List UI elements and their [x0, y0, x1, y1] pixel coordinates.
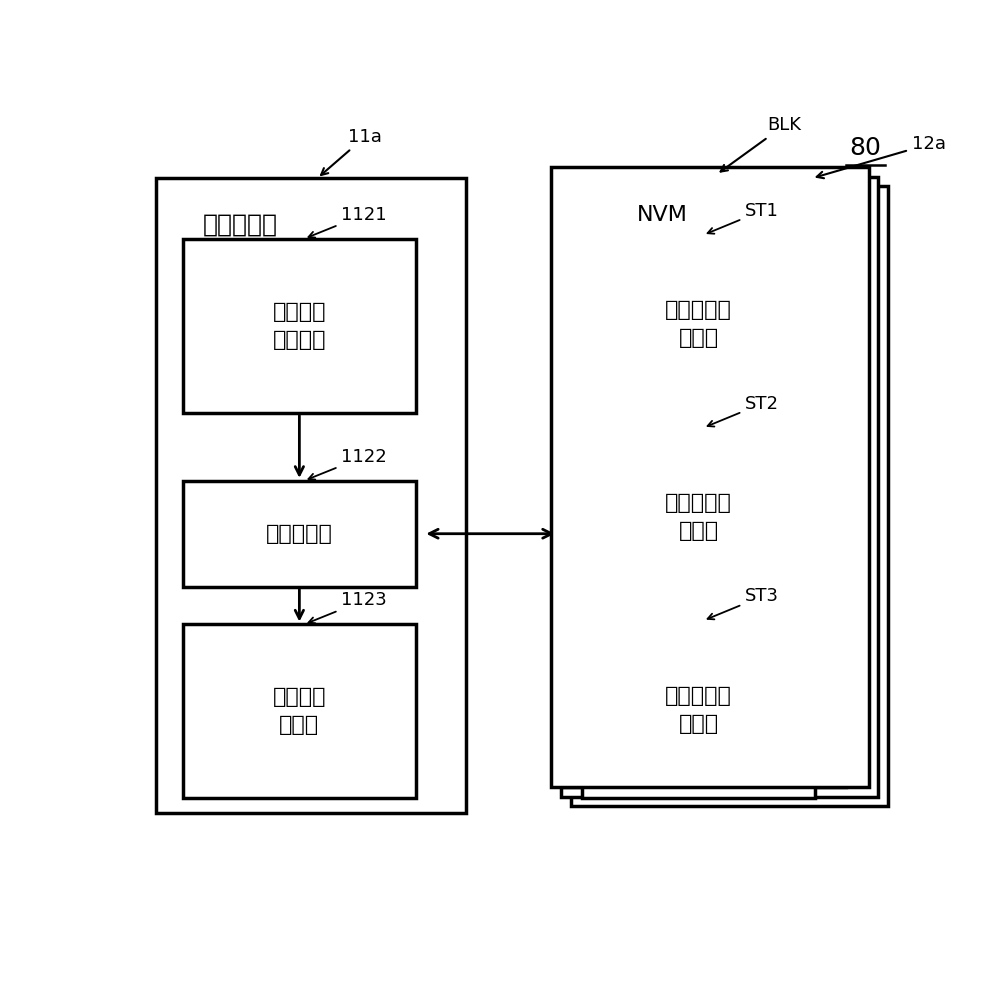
Text: 1123: 1123 — [308, 591, 387, 624]
Text: ST2: ST2 — [708, 395, 779, 426]
Text: 擦除操作
请求单元: 擦除操作 请求单元 — [273, 301, 326, 350]
Bar — [156, 179, 466, 813]
Bar — [582, 235, 815, 412]
Text: 第二存储器
堆叠件: 第二存储器 堆叠件 — [665, 493, 732, 541]
Text: 擦除模式
选择器: 擦除模式 选择器 — [273, 687, 326, 736]
Text: 12a: 12a — [817, 136, 946, 179]
Text: 功耗估计器: 功耗估计器 — [266, 523, 333, 544]
Bar — [582, 428, 815, 606]
Text: BLK: BLK — [721, 117, 801, 172]
Text: 1122: 1122 — [308, 448, 387, 479]
Bar — [561, 177, 878, 796]
Text: 第一存储器
堆叠件: 第一存储器 堆叠件 — [665, 300, 732, 348]
Text: 存储控制器: 存储控制器 — [202, 212, 278, 237]
Bar — [183, 625, 416, 798]
Bar — [551, 167, 869, 787]
Bar — [563, 205, 846, 787]
Text: 1121: 1121 — [308, 205, 387, 238]
Bar — [571, 186, 888, 806]
Text: ST1: ST1 — [708, 202, 779, 234]
Bar — [183, 239, 416, 412]
Text: 11a: 11a — [321, 128, 382, 175]
Text: 第三存储器
堆叠件: 第三存储器 堆叠件 — [665, 685, 732, 734]
Bar — [582, 621, 815, 798]
Text: ST3: ST3 — [708, 587, 779, 620]
Bar — [183, 481, 416, 586]
Text: NVM: NVM — [637, 205, 688, 225]
Text: 80: 80 — [849, 136, 881, 160]
